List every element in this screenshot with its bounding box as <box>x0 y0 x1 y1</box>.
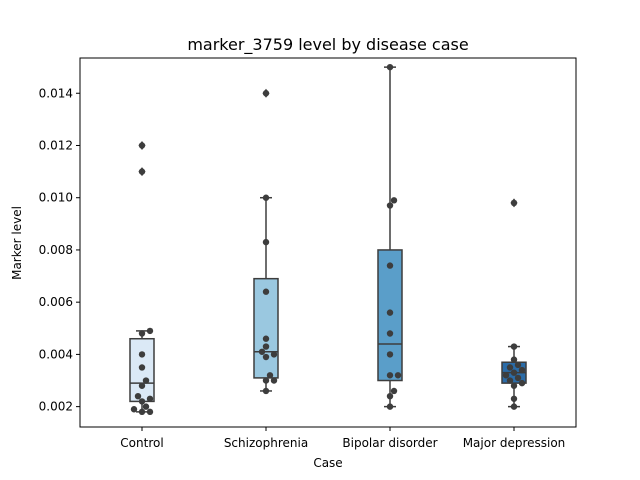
data-point <box>262 288 270 295</box>
data-point <box>510 199 518 207</box>
data-point <box>386 403 394 410</box>
data-point <box>510 343 518 350</box>
y-axis-label: Marker level <box>10 206 24 280</box>
data-point <box>386 309 394 316</box>
data-point <box>262 335 270 342</box>
data-point <box>262 377 270 384</box>
data-point <box>262 343 270 350</box>
plot-frame <box>79 57 577 428</box>
data-point <box>138 142 146 149</box>
data-point <box>258 348 266 355</box>
x-axis-label: Case <box>313 456 342 470</box>
data-point <box>146 408 154 416</box>
data-point <box>518 379 526 387</box>
data-point <box>514 361 522 369</box>
data-point <box>262 353 270 361</box>
data-point <box>138 398 146 405</box>
data-point <box>386 63 394 71</box>
data-point <box>390 387 398 395</box>
data-point <box>138 330 146 337</box>
y-tick-label: 0.012 <box>39 138 73 152</box>
y-tick-label: 0.014 <box>39 86 73 100</box>
data-point <box>510 356 518 363</box>
x-tick-label: Control <box>120 436 163 450</box>
box-schizophrenia <box>253 277 279 379</box>
chart-title: marker_3759 level by disease case <box>187 35 468 55</box>
data-point <box>510 382 518 389</box>
x-tick-label: Major depression <box>463 436 566 450</box>
data-point <box>142 377 150 384</box>
data-point <box>130 406 138 413</box>
data-point <box>134 392 142 400</box>
data-point <box>514 374 522 382</box>
y-tick-label: 0.004 <box>39 347 73 361</box>
data-point <box>510 403 518 410</box>
data-point <box>138 408 146 416</box>
data-point <box>390 197 398 204</box>
y-tick-label: 0.010 <box>39 191 73 205</box>
data-point <box>506 364 514 371</box>
data-point <box>510 395 518 402</box>
data-point <box>510 369 518 376</box>
data-point <box>138 168 146 175</box>
data-point <box>146 395 154 402</box>
data-point <box>262 238 270 246</box>
data-point <box>138 364 146 371</box>
data-point <box>146 327 154 335</box>
y-tick-label: 0.006 <box>39 295 73 309</box>
data-point <box>386 372 394 379</box>
data-point <box>518 366 526 374</box>
data-point <box>394 372 402 379</box>
y-tick-label: 0.002 <box>39 400 73 414</box>
data-point <box>262 90 270 97</box>
data-point <box>138 382 146 389</box>
data-point <box>386 392 394 400</box>
data-point <box>138 351 146 358</box>
data-point <box>506 377 514 384</box>
data-point <box>270 377 278 384</box>
x-tick-label: Schizophrenia <box>224 436 308 450</box>
data-point <box>386 202 394 209</box>
data-point <box>262 194 270 201</box>
data-point <box>270 351 278 358</box>
data-point <box>386 330 394 337</box>
data-point <box>266 372 274 379</box>
data-point <box>386 351 394 358</box>
y-tick-label: 0.008 <box>39 243 73 257</box>
data-point <box>386 262 394 269</box>
data-point <box>262 387 270 395</box>
data-point <box>502 372 510 379</box>
data-point <box>142 403 150 410</box>
plot-area: 0.002 0.004 0.006 0.008 0.010 0.012 0.014 Contr… <box>39 57 577 450</box>
x-tick-label: Bipolar disorder <box>342 436 437 450</box>
